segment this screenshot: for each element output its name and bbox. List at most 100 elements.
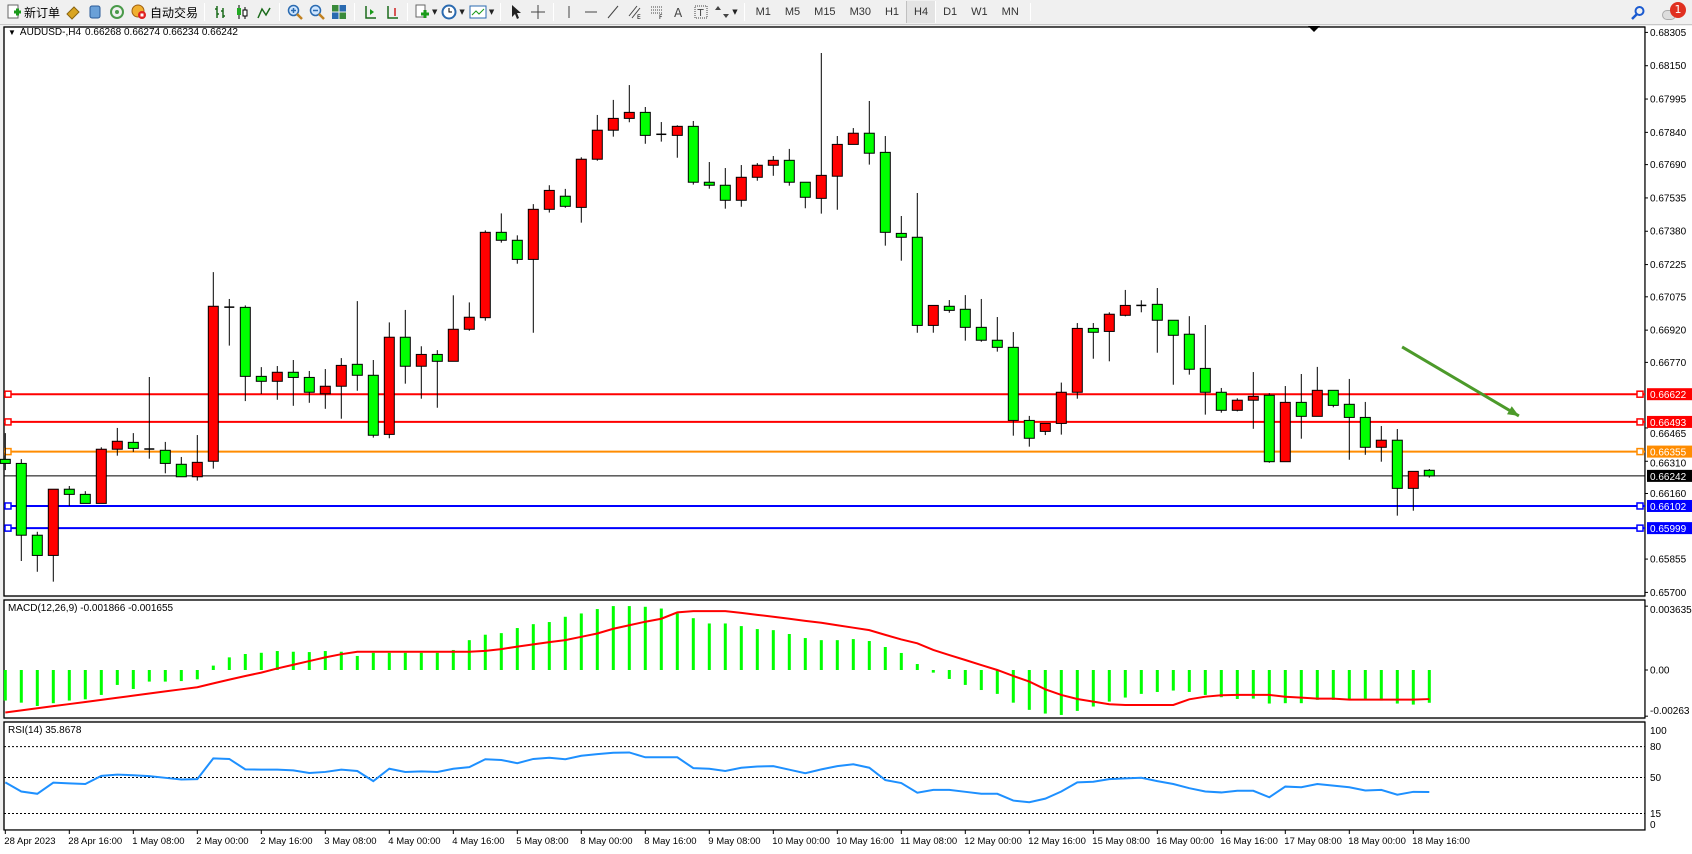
crosshair-button[interactable] bbox=[527, 1, 549, 23]
periods-button[interactable]: ▼ bbox=[439, 1, 466, 23]
candle bbox=[1087, 323, 1099, 359]
new-order-button[interactable]: 新订单 bbox=[4, 1, 62, 23]
macd-bar bbox=[1427, 670, 1431, 703]
y-tick-label: 0.67535 bbox=[1650, 193, 1687, 204]
macd-bar bbox=[435, 652, 439, 670]
candle bbox=[1007, 332, 1019, 436]
line-handle-left[interactable] bbox=[4, 390, 12, 398]
timeframe-mn[interactable]: MN bbox=[1001, 6, 1019, 18]
y-tick-label: 0.67225 bbox=[1650, 260, 1687, 271]
horizontal-line-button[interactable] bbox=[580, 1, 602, 23]
auto-scroll-button[interactable] bbox=[381, 1, 403, 23]
candle-body bbox=[1391, 439, 1403, 489]
search-icon[interactable] bbox=[1630, 5, 1646, 21]
line-handle-right[interactable] bbox=[1636, 524, 1644, 532]
macd-bar bbox=[163, 670, 167, 682]
macd-bar bbox=[1171, 670, 1175, 691]
zoom-in-button[interactable] bbox=[284, 1, 306, 23]
trendline-button[interactable] bbox=[602, 1, 624, 23]
candle bbox=[1343, 378, 1355, 460]
candle bbox=[671, 125, 683, 158]
timeframe-m30[interactable]: M30 bbox=[849, 6, 871, 18]
market-watch-button[interactable] bbox=[62, 1, 84, 23]
x-tick-label: 8 May 16:00 bbox=[644, 836, 696, 847]
macd-bar bbox=[1379, 670, 1383, 701]
macd-bar bbox=[643, 606, 647, 670]
chart-shift-button[interactable] bbox=[359, 1, 381, 23]
auto-trading-button[interactable]: 自动交易 bbox=[128, 1, 200, 23]
timeframe-d1[interactable]: D1 bbox=[943, 6, 958, 18]
line-handle-right[interactable] bbox=[1636, 502, 1644, 510]
timeframe-m15[interactable]: M15 bbox=[814, 6, 836, 18]
candle bbox=[623, 85, 635, 123]
macd-bar bbox=[899, 652, 903, 670]
macd-y-tick-label: 0.003635 bbox=[1650, 605, 1692, 616]
line-handle-right[interactable] bbox=[1636, 447, 1644, 456]
candle bbox=[15, 459, 27, 562]
line-handle-right[interactable] bbox=[1636, 418, 1644, 426]
timeframe-h1[interactable]: H1 bbox=[884, 6, 900, 18]
line-handle-right[interactable] bbox=[1636, 390, 1644, 398]
x-tick-label: 9 May 08:00 bbox=[708, 836, 760, 847]
separator bbox=[407, 3, 409, 21]
chart-menu-triangle-icon[interactable]: ▼ bbox=[8, 28, 16, 37]
notifications-button[interactable]: 1 bbox=[1660, 1, 1686, 24]
candle bbox=[959, 295, 971, 341]
line-handle-left[interactable] bbox=[4, 524, 12, 532]
data-window-button[interactable] bbox=[84, 1, 106, 23]
timeframe-m5[interactable]: M5 bbox=[784, 6, 801, 18]
candle-body bbox=[271, 371, 283, 382]
fibonacci-button[interactable]: F bbox=[646, 1, 668, 23]
candle-body bbox=[15, 462, 27, 536]
right-tools: 1 bbox=[1630, 0, 1686, 25]
line-chart-icon bbox=[257, 7, 271, 19]
equidistant-channel-button[interactable]: E bbox=[624, 1, 646, 23]
y-tick-label: 0.67690 bbox=[1650, 160, 1687, 171]
line-handle-left[interactable] bbox=[4, 502, 12, 510]
timeframe-m1[interactable]: M1 bbox=[755, 6, 771, 18]
x-tick-label: 12 May 16:00 bbox=[1028, 836, 1086, 847]
zoom-out-button[interactable] bbox=[306, 1, 328, 23]
chart-shift-marker-icon[interactable] bbox=[1308, 26, 1320, 32]
x-tick-label: 2 May 16:00 bbox=[260, 836, 312, 847]
x-tick-label: 18 May 16:00 bbox=[1412, 836, 1470, 847]
bar-chart-button[interactable] bbox=[209, 1, 231, 23]
candle-body bbox=[1087, 327, 1099, 333]
line-chart-button[interactable] bbox=[253, 1, 275, 23]
cursor-button[interactable] bbox=[505, 1, 527, 23]
candlestick-chart-button[interactable] bbox=[231, 1, 253, 23]
macd-bar bbox=[531, 624, 535, 670]
crosshair-icon bbox=[531, 5, 546, 19]
templates-button[interactable]: ▼ bbox=[467, 1, 496, 23]
chevron-down-icon: ▼ bbox=[432, 8, 438, 16]
price-label: 0.66355 bbox=[1650, 448, 1687, 459]
tile-windows-icon bbox=[332, 5, 347, 19]
candle-body bbox=[287, 371, 299, 378]
y-tick-label: 0.67075 bbox=[1650, 292, 1687, 303]
line-handle-left[interactable] bbox=[4, 447, 12, 456]
line-handle-left[interactable] bbox=[4, 418, 12, 426]
candle-body bbox=[975, 326, 987, 341]
tile-windows-button[interactable] bbox=[328, 1, 350, 23]
timeframe-h4[interactable]: H4 bbox=[906, 1, 937, 23]
separator bbox=[553, 3, 555, 21]
candle-body bbox=[175, 463, 187, 478]
indicators-button[interactable]: ▼ bbox=[412, 1, 439, 23]
text-label-button[interactable]: T bbox=[690, 1, 712, 23]
toolbar: 新订单 自动交易 ▼ ▼ ▼ E F A T ▼ M1 M5 M15 M30 H1 H4 D… bbox=[0, 0, 1692, 25]
candle bbox=[847, 128, 859, 145]
price-label-box bbox=[1647, 415, 1692, 428]
chart-window[interactable]: 0.68305 0.68150 0.67995 0.67840 0.67690 0.675… bbox=[0, 26, 1692, 854]
timeframe-w1[interactable]: W1 bbox=[971, 6, 988, 18]
price-axis-labels: 0.68305 0.68150 0.67995 0.67840 0.67690 0.675… bbox=[1645, 28, 1687, 599]
vertical-line-button[interactable] bbox=[558, 1, 580, 23]
candle bbox=[31, 531, 43, 572]
candle bbox=[1279, 386, 1291, 463]
text-icon: A bbox=[674, 6, 683, 20]
macd-label: MACD(12,26,9) -0.001866 -0.001655 bbox=[8, 603, 174, 614]
trend-arrow-line[interactable] bbox=[1401, 345, 1520, 418]
text-button[interactable]: A bbox=[668, 1, 690, 23]
template-icon bbox=[469, 5, 487, 19]
signals-button[interactable] bbox=[106, 1, 128, 23]
arrows-button[interactable]: ▼ bbox=[712, 1, 739, 23]
